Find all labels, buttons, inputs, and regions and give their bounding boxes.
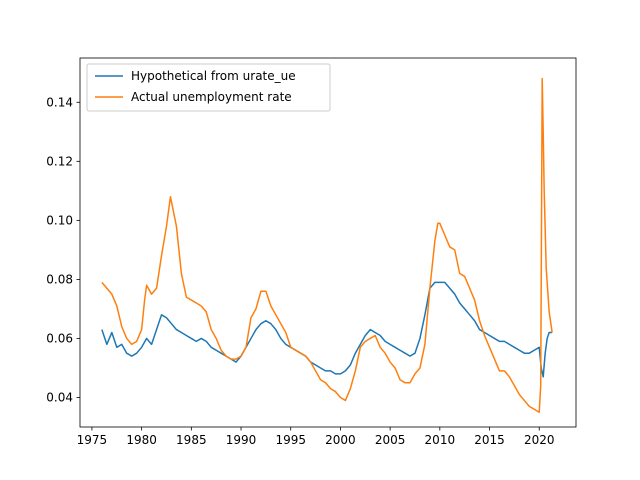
series-lines bbox=[101, 77, 553, 413]
x-tick-label: 1985 bbox=[176, 433, 207, 447]
x-tick-label: 2005 bbox=[375, 433, 406, 447]
x-tick-label: 1980 bbox=[126, 433, 157, 447]
legend: Hypothetical from urate_ue Actual unempl… bbox=[86, 63, 331, 112]
y-tick-label: 0.08 bbox=[46, 272, 73, 286]
y-tick-label: 0.06 bbox=[46, 331, 73, 345]
y-tick-label: 0.04 bbox=[46, 390, 73, 404]
y-tick-label: 0.14 bbox=[46, 95, 73, 109]
legend-label-hypothetical: Hypothetical from urate_ue bbox=[131, 69, 296, 83]
x-tick-label: 1975 bbox=[77, 433, 108, 447]
series-line-hypothetical bbox=[101, 281, 553, 378]
y-axis: 0.04 0.06 0.08 0.10 0.12 0.14 bbox=[46, 95, 80, 404]
x-tick-label: 2010 bbox=[425, 433, 456, 447]
y-tick-label: 0.10 bbox=[46, 213, 73, 227]
x-tick-label: 1995 bbox=[275, 433, 306, 447]
legend-label-actual: Actual unemployment rate bbox=[131, 90, 292, 104]
x-tick-label: 1990 bbox=[226, 433, 257, 447]
x-axis: 1975 1980 1985 1990 1995 2000 2005 2010 2015 2020 bbox=[77, 427, 555, 447]
x-tick-label: 2000 bbox=[325, 433, 356, 447]
plot-frame bbox=[79, 57, 577, 428]
y-tick-label: 0.12 bbox=[46, 154, 73, 168]
x-tick-label: 2015 bbox=[474, 433, 505, 447]
series-line-actual bbox=[101, 77, 553, 413]
x-tick-label: 2020 bbox=[524, 433, 555, 447]
legend-box bbox=[86, 63, 331, 112]
